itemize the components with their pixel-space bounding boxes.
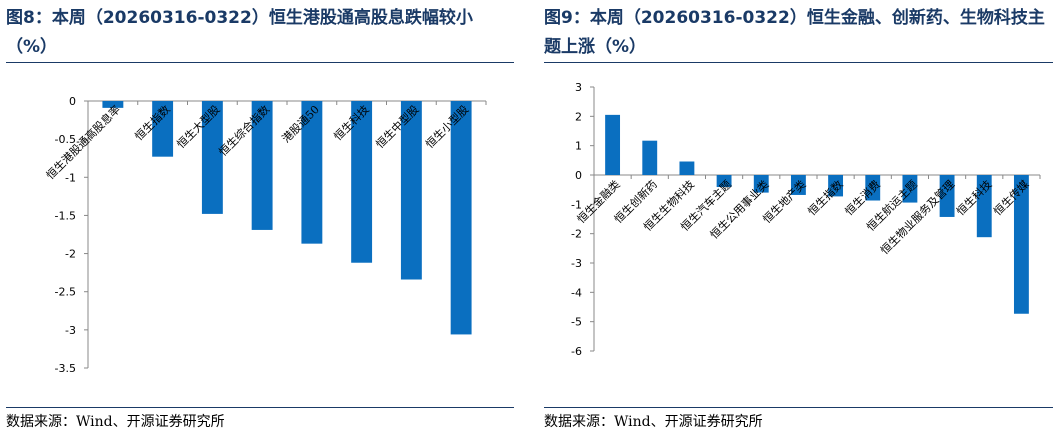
bar (251, 101, 273, 230)
y-tick-label: -2 (571, 228, 582, 241)
y-tick-label: -0.5 (55, 133, 76, 146)
y-tick-label: -6 (571, 345, 582, 358)
bar (790, 175, 806, 195)
y-tick-label: -3.5 (55, 362, 76, 375)
source-note: 数据来源：Wind、开源证券研究所 (6, 414, 225, 430)
bar (400, 101, 422, 280)
bar (902, 175, 918, 203)
source-divider (544, 407, 1053, 408)
bar (939, 175, 955, 217)
bar (152, 101, 174, 157)
y-tick-label: -1 (65, 171, 76, 184)
bar (605, 114, 621, 175)
bar (351, 101, 373, 263)
bar (450, 101, 472, 335)
y-tick-label: 3 (575, 81, 582, 94)
figure-title: 图8：本周（20260316-0322）恒生港股通高股息跌幅较小（%） (6, 8, 473, 57)
figure-title: 图9：本周（20260316-0322）恒生金融、创新药、生物科技主题上涨（%） (544, 8, 1045, 57)
chart-panel-left: 图8：本周（20260316-0322）恒生港股通高股息跌幅较小（%） 0 -0.… (0, 0, 518, 437)
bar (828, 175, 844, 197)
y-tick-label: -4 (571, 286, 582, 299)
y-tick-label: -3 (571, 257, 582, 270)
bar (301, 101, 323, 244)
y-tick-label: -2.5 (55, 286, 76, 299)
bar (102, 101, 124, 108)
y-tick-label: 1 (575, 140, 582, 153)
bar (753, 175, 769, 193)
bar (716, 175, 732, 188)
bar-chart: 3210-1-2-3-4-5-6恒生金融类恒生创新药恒生生物科技恒生汽车主题恒生… (571, 81, 1041, 358)
y-tick-label: -1.5 (55, 209, 76, 222)
title-divider (6, 62, 514, 63)
bar (679, 161, 695, 175)
bar (642, 140, 658, 175)
y-tick-label: -5 (571, 316, 582, 329)
source-note: 数据来源：Wind、开源证券研究所 (544, 414, 763, 430)
y-tick-label: -3 (65, 324, 76, 337)
y-tick-label: -1 (571, 198, 582, 211)
bar (201, 101, 223, 214)
title-divider (544, 62, 1053, 63)
chart-panel-right: 图9：本周（20260316-0322）恒生金融、创新药、生物科技主题上涨（%）… (538, 0, 1057, 437)
y-tick-label: 2 (575, 110, 582, 123)
y-tick-label: 0 (69, 95, 76, 108)
category-label: 恒生指数 (805, 177, 846, 218)
bar (865, 175, 881, 201)
source-divider (6, 407, 514, 408)
y-tick-label: 0 (575, 169, 582, 182)
bar (1013, 175, 1029, 314)
y-tick-label: -2 (65, 248, 76, 261)
bar (976, 175, 992, 238)
